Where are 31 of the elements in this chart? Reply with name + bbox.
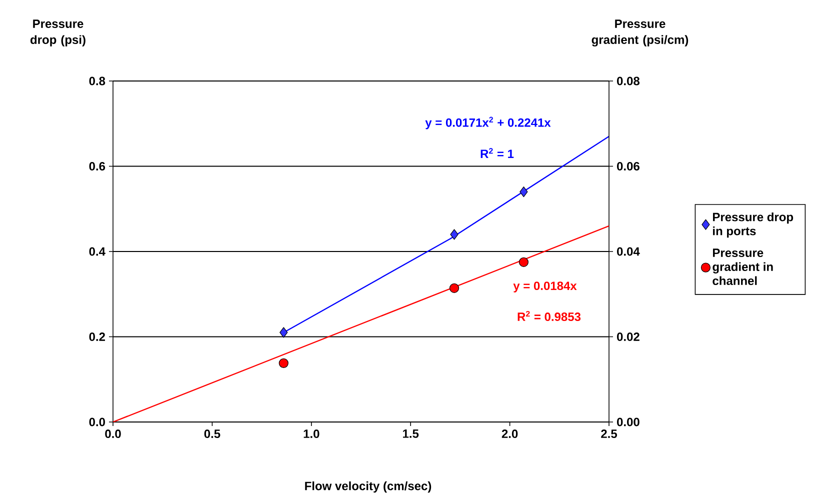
point [450,229,458,240]
annotation: y = 0.0184x [513,282,577,292]
x-tick-label: 0.5 [204,430,220,438]
y-tick-label: 0.8 [89,76,106,86]
x-tick-label: 1.0 [304,430,320,438]
x-axis-title: Flow velocity (cm/sec) [305,481,432,493]
y2-axis-title: Pressure gradient (psi/cm) [592,20,688,46]
y-tick-label: 0.2 [89,332,105,341]
y2-tick-label: 0.08 [617,76,640,86]
y2-tick-label: 0.06 [617,162,640,170]
point [278,358,288,368]
annotation: y = 0.0171x$^{2}$ + 0.2241x [425,116,551,130]
legend-label: Pressure gradient in channel [712,248,773,286]
annotation: R$^{2}$ = 0.9853 [518,310,581,322]
y2-tick-label: 0.00 [617,418,640,426]
y2-tick-label: 0.04 [617,247,640,256]
point [518,257,528,267]
x-tick-label: 0.0 [105,430,121,438]
y-tick-label: 0.4 [89,247,106,256]
y-tick-label: 0.0 [89,418,105,426]
point [449,283,460,293]
point [520,186,528,198]
y-axis-title: Pressure drop (psi) [30,20,86,46]
point [280,327,288,338]
legend-label: Pressure drop in ports [713,212,794,238]
x-tick-label: 1.5 [403,430,419,438]
y2-tick-label: 0.02 [617,332,640,341]
annotation: R$^{2}$ = 1 [480,148,514,158]
y-tick-label: 0.6 [89,162,106,170]
x-tick-label: 2.0 [502,430,518,438]
x-tick-label: 2.5 [601,430,618,438]
